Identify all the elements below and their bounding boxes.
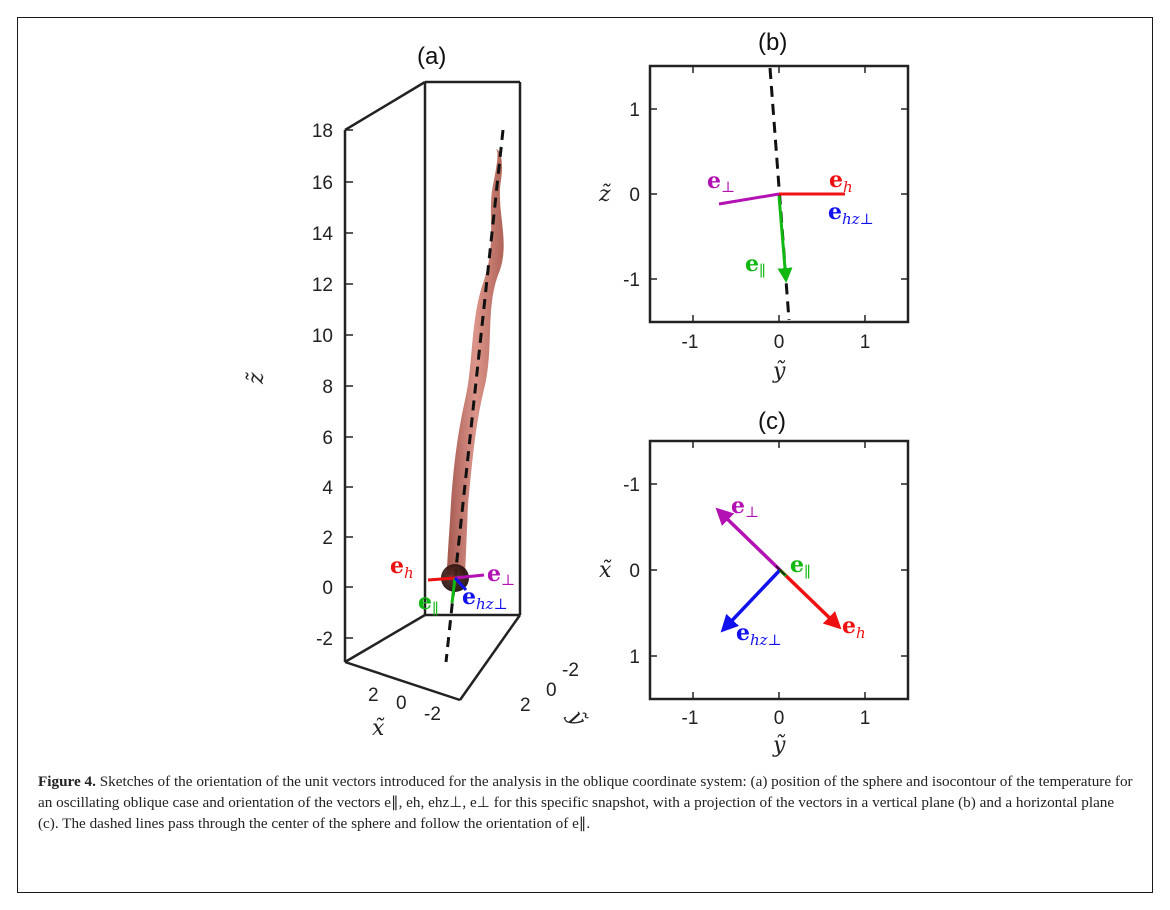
panel-c-x-axis-label: ỹ bbox=[772, 733, 786, 758]
z-tick-minus2: -2 bbox=[316, 629, 333, 650]
label-e-par-3d: e∥ bbox=[418, 589, 439, 618]
panel-b-label-e-hzperp: ehz⊥ bbox=[828, 199, 874, 228]
panel-b-x-tick-minus1: -1 bbox=[682, 332, 699, 353]
panel-a-x-tick-labels: 2 0 -2 bbox=[368, 685, 441, 725]
panel-a-z-ticks bbox=[345, 129, 353, 639]
panel-c-dashed-stub bbox=[775, 565, 786, 576]
panel-c-y-tick-1: 1 bbox=[629, 647, 640, 668]
panel-b-label: (b) bbox=[758, 29, 787, 56]
panel-b-x-tick-1: 1 bbox=[860, 332, 871, 353]
x-tick-minus2: -2 bbox=[424, 704, 441, 725]
panel-c-x-tick-labels: -1 0 1 bbox=[682, 708, 871, 729]
z-tick-2: 2 bbox=[322, 528, 333, 549]
x-tick-2: 2 bbox=[368, 685, 379, 706]
panel-a-z-axis-label: z̃ bbox=[244, 372, 269, 385]
panel-b-y-tick-labels: 1 0 -1 bbox=[623, 100, 640, 291]
e-h-vector-3d bbox=[427, 576, 456, 582]
panel-a-y-tick-labels: -2 0 2 bbox=[520, 660, 579, 716]
panel-b-y-axis-label: z̃ bbox=[598, 182, 611, 207]
z-tick-4: 4 bbox=[322, 478, 333, 499]
panel-c-label-e-perp: e⊥ bbox=[731, 493, 759, 521]
e-par-vector-3d bbox=[450, 577, 457, 604]
z-tick-10: 10 bbox=[312, 326, 333, 347]
panel-c-y-axis-label: x̃ bbox=[599, 558, 612, 583]
caption-lead: Figure 4. bbox=[38, 773, 96, 790]
y-tick-2: 2 bbox=[520, 695, 531, 716]
panel-c-ticks bbox=[650, 441, 908, 699]
panel-c-e-hzperp bbox=[720, 568, 782, 633]
panel-a: (a) 18 16 bbox=[244, 43, 591, 741]
z-tick-6: 6 bbox=[322, 428, 333, 449]
caption-text: Sketches of the orientation of the unit … bbox=[38, 773, 1133, 832]
z-tick-18: 18 bbox=[312, 121, 333, 142]
z-tick-0: 0 bbox=[322, 578, 333, 599]
y-tick-0: 0 bbox=[546, 680, 557, 701]
panel-b-e-perp bbox=[718, 192, 780, 206]
panel-a-box bbox=[343, 80, 522, 702]
panel-c: (c) -1 0 1 -1 0 1 x̃ ỹ e⊥ e∥ eh bbox=[599, 408, 910, 758]
z-tick-16: 16 bbox=[312, 173, 333, 194]
panel-a-x-axis-label: x̃ bbox=[372, 716, 385, 741]
e-perp-vector-3d bbox=[454, 573, 485, 580]
panel-b-label-e-h: eh bbox=[829, 167, 853, 196]
panel-b-label-e-par: e∥ bbox=[745, 251, 766, 280]
panel-c-x-tick-minus1: -1 bbox=[682, 708, 699, 729]
panel-b-y-tick-minus1: -1 bbox=[623, 270, 640, 291]
panel-a-label: (a) bbox=[417, 43, 446, 70]
label-e-h-3d: eh bbox=[390, 553, 414, 582]
panel-b-y-tick-0: 0 bbox=[629, 185, 640, 206]
x-tick-0: 0 bbox=[396, 693, 407, 714]
figure-frame bbox=[17, 17, 1153, 893]
panel-c-y-tick-labels: -1 0 1 bbox=[623, 475, 640, 668]
panel-b-x-tick-labels: -1 0 1 bbox=[682, 332, 871, 353]
temperature-isocontour-plume bbox=[447, 149, 504, 575]
panel-c-x-tick-0: 0 bbox=[774, 708, 785, 729]
panel-c-x-tick-1: 1 bbox=[860, 708, 871, 729]
panel-c-label-e-par: e∥ bbox=[790, 552, 811, 581]
panel-b-x-axis-label: ỹ bbox=[772, 359, 786, 384]
panel-b-label-e-perp: e⊥ bbox=[707, 168, 735, 196]
label-e-hzperp-3d: ehz⊥ bbox=[462, 584, 508, 613]
panel-c-e-perp bbox=[715, 507, 782, 572]
z-tick-14: 14 bbox=[312, 224, 334, 245]
panel-b: (b) 1 0 -1 -1 0 1 z̃ ỹ eh e⊥ bbox=[598, 29, 910, 384]
panel-c-label-e-h: eh bbox=[842, 613, 866, 642]
panel-c-e-h bbox=[778, 568, 842, 630]
label-e-perp-3d: e⊥ bbox=[487, 561, 515, 589]
panel-a-z-tick-labels: 18 16 14 12 10 8 6 4 2 0 -2 bbox=[312, 121, 334, 650]
panel-b-e-par bbox=[777, 195, 793, 283]
y-tick-minus2: -2 bbox=[562, 660, 579, 681]
panel-b-y-tick-1: 1 bbox=[629, 100, 640, 121]
panel-c-y-tick-0: 0 bbox=[629, 561, 640, 582]
e-hzperp-vector-3d bbox=[453, 576, 468, 592]
panel-c-label-e-hzperp: ehz⊥ bbox=[736, 620, 782, 649]
panel-a-y-axis-label: ỹ bbox=[562, 706, 591, 731]
panel-b-ticks bbox=[650, 66, 908, 322]
z-tick-12: 12 bbox=[312, 275, 333, 296]
panel-c-y-tick-minus1: -1 bbox=[623, 475, 640, 496]
panel-c-label: (c) bbox=[758, 408, 786, 435]
z-tick-8: 8 bbox=[322, 377, 333, 398]
figure-caption: Figure 4. Sketches of the orientation of… bbox=[38, 771, 1138, 834]
panel-b-x-tick-0: 0 bbox=[774, 332, 785, 353]
